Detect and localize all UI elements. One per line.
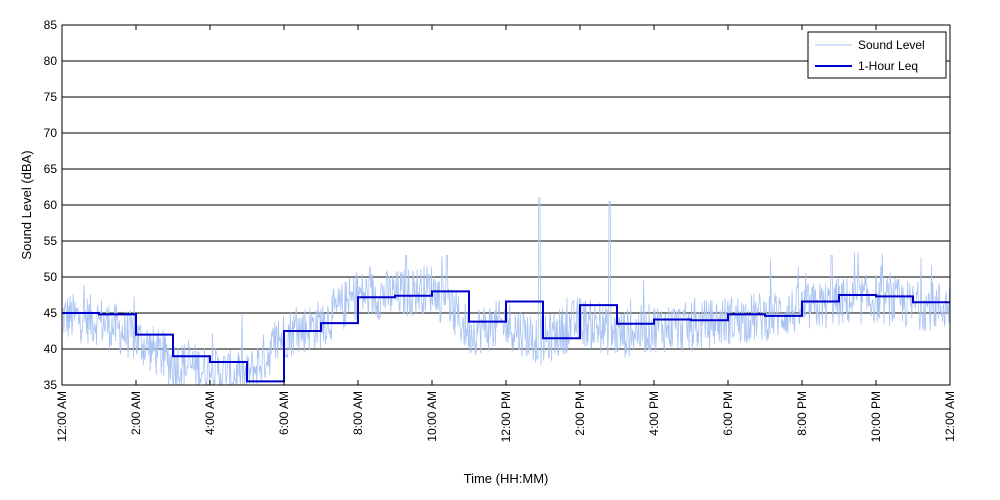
x-tick-label: 4:00 AM xyxy=(203,391,217,435)
x-tick-label: 12:00 PM xyxy=(499,391,513,442)
y-tick-label: 40 xyxy=(44,342,58,356)
x-tick-label: 8:00 PM xyxy=(795,391,809,436)
y-tick-label: 55 xyxy=(44,234,58,248)
y-tick-label: 80 xyxy=(44,54,58,68)
sound-level-series xyxy=(61,197,951,386)
x-tick-label: 10:00 PM xyxy=(869,391,883,442)
y-axis-ticks: 35 40 45 50 55 60 65 70 75 80 85 xyxy=(44,18,58,392)
legend-box xyxy=(807,31,947,79)
legend-label-leq: 1-Hour Leq xyxy=(858,59,918,73)
y-tick-label: 60 xyxy=(44,198,58,212)
y-tick-label: 35 xyxy=(44,378,58,392)
x-tick-label: 12:00 AM xyxy=(943,391,957,442)
x-axis-label: Time (HH:MM) xyxy=(464,471,549,486)
leq-series xyxy=(62,290,950,383)
x-tick-label: 8:00 AM xyxy=(351,391,365,435)
legend-label-sound-level: Sound Level xyxy=(858,38,925,52)
x-tick-label: 2:00 AM xyxy=(129,391,143,435)
y-tick-label: 75 xyxy=(44,90,58,104)
y-tick-label: 45 xyxy=(44,306,58,320)
x-tick-label: 12:00 AM xyxy=(55,391,69,442)
x-tick-label: 2:00 PM xyxy=(573,391,587,436)
x-tick-label: 6:00 AM xyxy=(277,391,291,435)
sound-level-line xyxy=(61,197,951,386)
y-tick-label: 65 xyxy=(44,162,58,176)
leq-step-line xyxy=(62,290,950,383)
y-axis-label: Sound Level (dBA) xyxy=(19,150,34,259)
y-tick-label: 50 xyxy=(44,270,58,284)
x-tick-label: 4:00 PM xyxy=(647,391,661,436)
x-axis-ticks: 12:00 AM 2:00 AM 4:00 AM 6:00 AM 8:00 AM 10:0… xyxy=(55,25,957,442)
y-tick-label: 70 xyxy=(44,126,58,140)
legend: Sound Level 1-Hour Leq xyxy=(807,31,947,79)
x-tick-label: 6:00 PM xyxy=(721,391,735,436)
x-tick-label: 10:00 AM xyxy=(425,391,439,442)
y-tick-label: 85 xyxy=(44,18,58,32)
